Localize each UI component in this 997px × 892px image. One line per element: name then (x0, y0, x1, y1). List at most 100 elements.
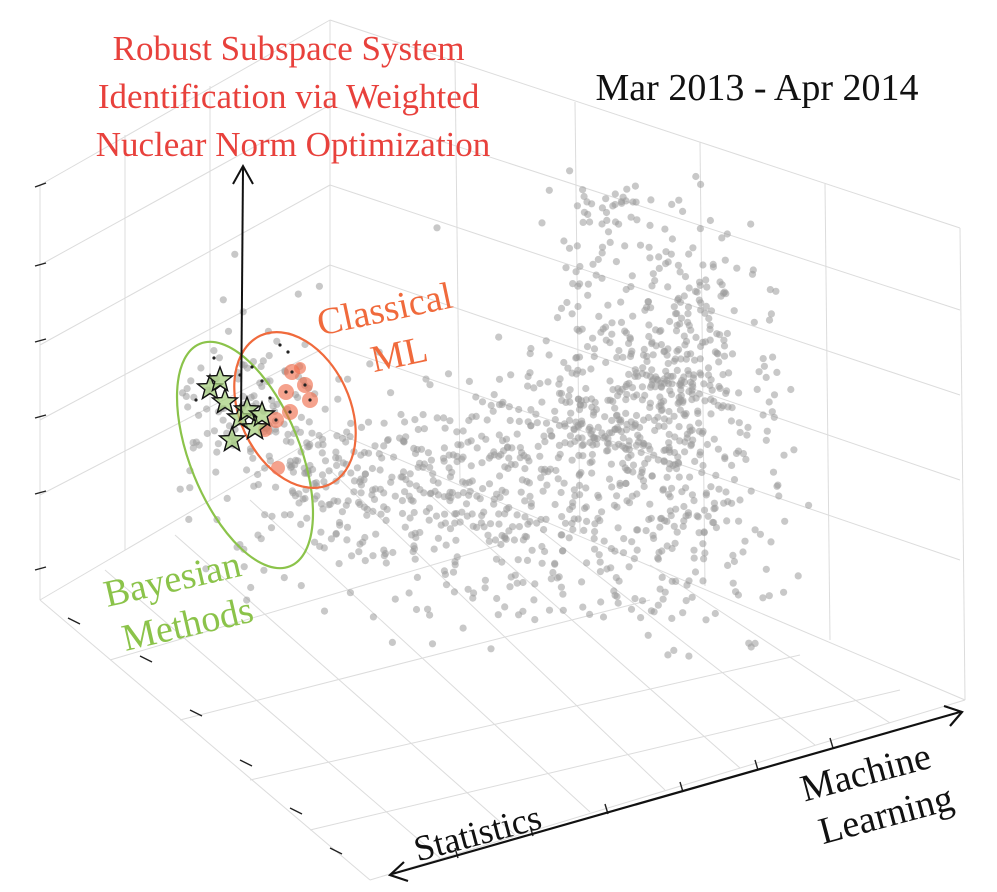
paper-point (614, 392, 622, 400)
paper-point (691, 568, 700, 576)
paper-point (518, 476, 527, 484)
paper-point (363, 505, 371, 513)
paper-point (346, 589, 354, 597)
paper-point (355, 548, 363, 556)
paper-point (640, 440, 648, 448)
paper-point (730, 307, 738, 315)
paper-point (670, 412, 678, 420)
paper-point (734, 447, 743, 455)
paper-point (333, 432, 341, 440)
paper-point (685, 250, 693, 258)
paper-point (510, 536, 518, 544)
paper-point (427, 489, 435, 497)
paper-point (645, 321, 653, 329)
paper-point (665, 430, 673, 438)
paper-point (675, 473, 683, 481)
paper-point (249, 454, 257, 462)
paper-point (573, 242, 581, 250)
paper-point (763, 427, 771, 435)
paper-point (595, 551, 603, 559)
paper-point (767, 538, 775, 546)
paper-point (637, 448, 645, 457)
paper-point (280, 511, 289, 519)
paper-point (720, 352, 729, 360)
paper-point (545, 606, 554, 614)
paper-point (645, 332, 653, 341)
paper-point (755, 368, 763, 376)
paper-point (397, 473, 405, 481)
paper-point (762, 373, 770, 381)
paper-point (485, 537, 493, 545)
paper-point (338, 508, 346, 516)
paper-point (710, 435, 718, 443)
paper-point (371, 442, 379, 450)
paper-point (721, 256, 729, 264)
paper-point (638, 597, 647, 605)
paper-point (703, 283, 711, 291)
paper-point (544, 378, 552, 386)
paper-point (494, 611, 502, 619)
paper-point (769, 353, 777, 361)
paper-point (411, 529, 419, 537)
paper-point (503, 505, 511, 513)
paper-point (388, 473, 396, 481)
paper-point (625, 339, 633, 347)
paper-point (592, 271, 600, 279)
paper-point (583, 343, 592, 351)
paper-point (361, 557, 369, 565)
paper-point (794, 572, 802, 580)
paper-point (590, 352, 598, 361)
paper-point (197, 364, 205, 372)
paper-point (566, 432, 575, 440)
paper-point (671, 460, 679, 468)
paper-point (613, 411, 621, 419)
paper-point (422, 375, 430, 383)
paper-point (505, 403, 513, 411)
paper-point (564, 364, 572, 372)
paper-point (556, 450, 564, 458)
paper-point (676, 268, 684, 276)
paper-point (538, 398, 546, 406)
paper-point (555, 380, 563, 388)
paper-point (442, 541, 450, 549)
paper-point (184, 403, 192, 411)
paper-point (273, 337, 281, 345)
paper-point (625, 563, 633, 571)
paper-point (534, 442, 542, 450)
paper-point (629, 312, 637, 320)
paper-point (594, 514, 602, 522)
paper-point (622, 409, 630, 417)
paper-point (516, 454, 524, 462)
paper-point (350, 488, 358, 496)
paper-point (551, 407, 559, 415)
paper-point (284, 430, 292, 438)
paper-point (661, 517, 669, 525)
paper-point (759, 411, 767, 419)
paper-point (605, 440, 613, 448)
paper-point (648, 472, 656, 480)
paper-point (640, 345, 648, 353)
paper-point (617, 298, 625, 306)
paper-point (680, 410, 688, 418)
paper-point (628, 384, 637, 392)
paper-point (686, 378, 695, 386)
paper-point (484, 531, 492, 539)
paper-point (409, 497, 417, 505)
paper-point (359, 538, 367, 546)
paper-point (434, 534, 442, 542)
paper-point (559, 590, 567, 598)
paper-point (185, 515, 193, 524)
paper-point (558, 513, 566, 521)
paper-point (203, 405, 211, 413)
paper-point (622, 479, 630, 488)
paper-point (641, 306, 649, 314)
paper-point (691, 457, 699, 465)
paper-point (675, 196, 683, 204)
paper-point (571, 437, 579, 445)
paper-point (664, 380, 673, 388)
paper-point (401, 418, 409, 426)
paper-point (687, 350, 695, 358)
paper-point (666, 493, 674, 501)
paper-point (664, 258, 672, 266)
